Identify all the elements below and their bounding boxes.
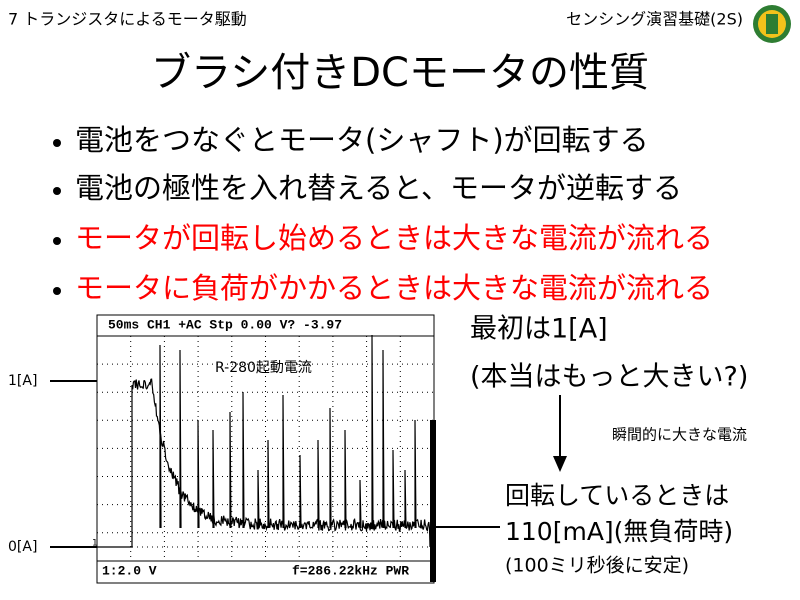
scope-status: 50ms CH1 +AC Stp 0.00 V? -3.97 [108,317,342,332]
level-label: 1[A] [8,373,37,389]
bullet: 電池をつなぐとモータ(シャフト)が回転する [75,123,649,157]
channel-marker: 1 [92,539,98,549]
bullet: モータに負荷がかかるときは大きな電流が流れる [75,271,713,305]
logo [753,5,791,43]
header-course: センシング演習基礎(2S) [566,10,743,29]
note: (100ミリ秒後に安定) [505,555,689,577]
note: 最初は1[A] [470,314,608,345]
scope-status: f=286.22kHz PWR [292,563,409,578]
waveform [97,334,431,548]
note: (本当はもっと大きい?) [470,362,748,393]
note: 110[mA](無負荷時) [505,517,733,546]
slide-title: ブラシ付きDCモータの性質 [151,50,649,96]
header-chapter: 7 トランジスタによるモータ駆動 [8,10,247,29]
note: 瞬間的に大きな電流 [612,426,747,444]
level-label: 0[A] [8,539,37,555]
note: 回転しているときは [505,481,729,510]
oscilloscope: 50ms CH1 +AC Stp 0.00 V? -3.97 1:2.0 V f… [92,314,436,584]
scope-status: 1:2.0 V [102,563,157,578]
bullet: 電池の極性を入れ替えると、モータが逆転する [75,171,682,205]
bullet-list: 電池をつなぐとモータ(シャフト)が回転する 電池の極性を入れ替えると、モータが逆… [53,123,713,305]
arrow [553,456,567,472]
bullet: モータが回転し始めるときは大きな電流が流れる [75,221,713,255]
trace-label: R-280起動電流 [215,360,312,376]
